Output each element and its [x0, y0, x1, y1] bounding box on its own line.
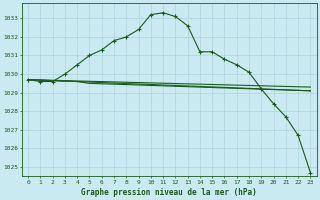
X-axis label: Graphe pression niveau de la mer (hPa): Graphe pression niveau de la mer (hPa): [81, 188, 257, 197]
